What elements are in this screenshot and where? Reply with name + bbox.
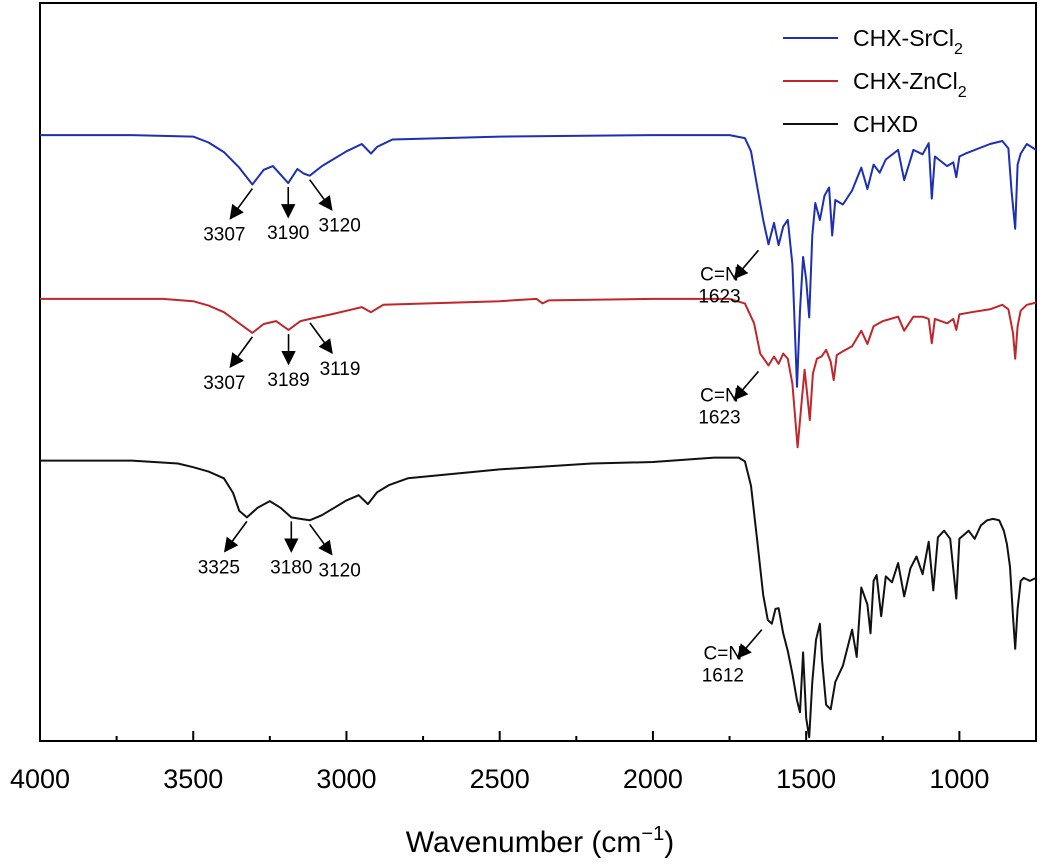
peak-annotation: 3120 <box>309 523 361 581</box>
annotation-arrow <box>309 523 333 556</box>
annotation-label: 3180 <box>270 557 312 578</box>
annotation-arrow <box>309 322 333 355</box>
series-line-chx-zncl2 <box>40 297 1037 449</box>
legend-label: CHXD <box>853 111 918 137</box>
annotation-label: 3307 <box>203 373 245 394</box>
legend: CHX-SrCl2 CHX-ZnCl2 CHXD <box>783 25 967 137</box>
annotation-label: 3307 <box>203 225 245 246</box>
peak-annotation: 3190 <box>267 187 309 244</box>
annotation-label: 3190 <box>267 223 309 244</box>
peak-annotation: 3307 <box>203 188 254 246</box>
peak-annotation: 3307 <box>203 336 254 394</box>
series-line-chx-srcl2 <box>40 134 1037 388</box>
annotation-arrow <box>733 249 760 280</box>
annotation-wavenumber: 1623 <box>698 407 740 428</box>
peak-annotation: 3180 <box>270 521 312 578</box>
x-tick-label: 2000 <box>623 764 683 794</box>
annotation-label: C=N <box>700 385 739 406</box>
x-tick-label: 3000 <box>316 764 376 794</box>
legend-label: CHX-SrCl2 <box>853 25 963 58</box>
annotation-arrow <box>224 520 248 553</box>
annotation-label: 3119 <box>320 359 361 380</box>
peak-annotation: 3120 <box>309 179 361 237</box>
annotation-wavenumber: 1623 <box>698 286 740 307</box>
annotation-arrow <box>229 188 254 220</box>
annotation-arrow <box>733 370 760 401</box>
annotation-label: 3325 <box>198 557 240 578</box>
x-axis-title: Wavenumber (cm−1) <box>406 823 674 859</box>
x-tick-label: 2500 <box>470 764 530 794</box>
annotation-label: 3120 <box>319 560 361 581</box>
series-layer <box>40 134 1037 739</box>
annotation-label: 3189 <box>267 370 309 391</box>
x-tick-label: 3500 <box>163 764 223 794</box>
annotation-label: 3120 <box>319 216 361 237</box>
annotation-label: C=N <box>700 264 739 285</box>
x-axis-ticks: 4000 3500 3000 2500 2000 1500 1000 <box>10 731 989 794</box>
peak-annotation: 3325 <box>198 520 248 578</box>
legend-entry: CHX-SrCl2 <box>783 25 963 58</box>
peak-annotation: 3189 <box>267 333 310 391</box>
annotation-wavenumber: 1612 <box>702 666 744 687</box>
legend-entry: CHX-ZnCl2 <box>783 68 967 101</box>
x-tick-label: 4000 <box>10 764 70 794</box>
legend-label: CHX-ZnCl2 <box>853 68 967 101</box>
plot-frame <box>39 2 1037 742</box>
legend-entry: CHXD <box>783 111 918 137</box>
x-tick-label: 1000 <box>929 764 989 794</box>
annotation-label: C=N <box>704 644 743 665</box>
annotation-arrow <box>309 179 333 211</box>
peak-annotation: 3119 <box>309 322 361 380</box>
series-line-chxd <box>40 456 1037 739</box>
annotation-arrow <box>229 336 254 369</box>
annotation-arrow <box>736 629 763 659</box>
x-tick-label: 1500 <box>776 764 836 794</box>
